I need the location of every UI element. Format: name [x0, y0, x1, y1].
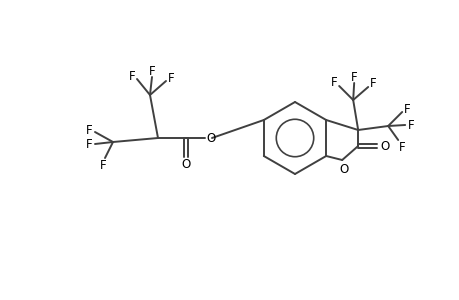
Text: F: F	[168, 71, 174, 85]
Text: F: F	[85, 124, 92, 136]
Text: F: F	[350, 70, 357, 83]
Text: F: F	[148, 64, 155, 77]
Text: F: F	[403, 103, 409, 116]
Text: F: F	[129, 70, 135, 83]
Text: O: O	[380, 140, 389, 152]
Text: O: O	[181, 158, 190, 170]
Text: F: F	[85, 137, 92, 151]
Text: F: F	[398, 140, 404, 154]
Text: F: F	[100, 158, 106, 172]
Text: F: F	[369, 76, 375, 89]
Text: F: F	[407, 118, 414, 131]
Text: O: O	[206, 131, 215, 145]
Text: O: O	[339, 163, 348, 176]
Text: F: F	[330, 76, 337, 88]
